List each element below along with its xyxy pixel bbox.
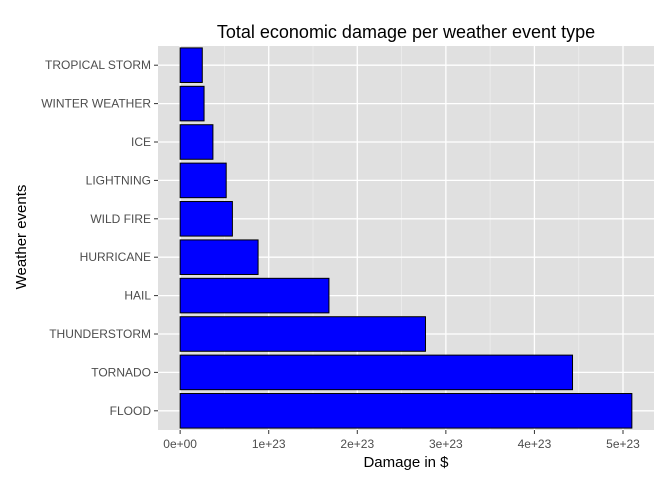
y-tick-label: TROPICAL STORM bbox=[45, 58, 151, 72]
y-tick-label: HURRICANE bbox=[80, 250, 151, 264]
y-tick-label: WINTER WEATHER bbox=[41, 97, 151, 111]
bar-tornado bbox=[179, 354, 574, 391]
y-axis: FLOOD TORNADO THUNDERSTORM HAIL HURRICANE WIL… bbox=[41, 58, 158, 418]
y-tick-label: FLOOD bbox=[110, 404, 152, 418]
x-tick-label: 5e+23 bbox=[606, 437, 640, 451]
y-tick-label: LIGHTNING bbox=[86, 173, 151, 187]
bar-wild-fire bbox=[179, 201, 233, 237]
y-axis-title: Weather events bbox=[13, 185, 30, 290]
x-tick-label: 1e+23 bbox=[252, 437, 286, 451]
bar-ice bbox=[179, 124, 214, 160]
bar-winter-weather bbox=[179, 85, 205, 122]
bar-hurricane bbox=[179, 239, 259, 275]
bars bbox=[179, 47, 633, 429]
y-tick-label: WILD FIRE bbox=[90, 212, 151, 226]
y-tick-label: HAIL bbox=[124, 289, 151, 303]
x-tick-label: 4e+23 bbox=[518, 437, 552, 451]
x-tick-label: 3e+23 bbox=[429, 437, 463, 451]
chart-title: Total economic damage per weather event … bbox=[217, 22, 595, 42]
y-tick-label: THUNDERSTORM bbox=[49, 327, 151, 341]
x-axis-title: Damage in $ bbox=[363, 454, 449, 471]
bar-thunderstorm bbox=[179, 316, 426, 352]
x-tick-label: 2e+23 bbox=[340, 437, 374, 451]
bar-tropical-storm bbox=[179, 47, 203, 83]
y-tick-label: ICE bbox=[131, 135, 151, 149]
bar-flood bbox=[179, 393, 633, 429]
bar-lightning bbox=[179, 162, 227, 199]
bar-hail bbox=[179, 277, 330, 314]
x-tick-label: 0e+00 bbox=[163, 437, 197, 451]
x-axis: 0e+00 1e+23 2e+23 3e+23 4e+23 5e+23 bbox=[163, 430, 640, 451]
y-tick-label: TORNADO bbox=[91, 365, 151, 379]
